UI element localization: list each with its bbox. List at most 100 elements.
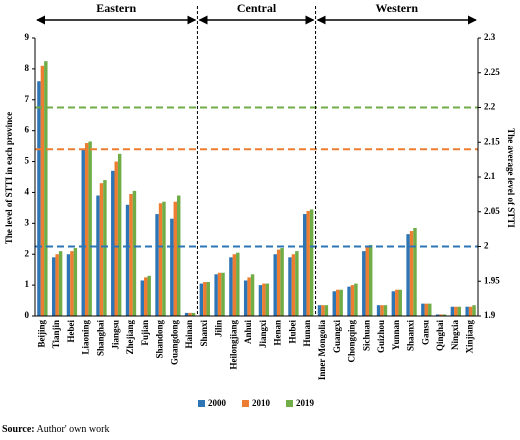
x-tick-label: Ningxia — [450, 320, 460, 351]
bar — [66, 254, 71, 316]
y2-tick-label: 2.05 — [484, 206, 500, 216]
y2-tick-label: 2.25 — [484, 67, 500, 77]
bar — [306, 210, 310, 316]
bar — [191, 312, 196, 316]
bar — [350, 285, 355, 316]
bar — [303, 214, 307, 316]
bar — [332, 291, 336, 316]
y2-axis-label: The average level of STTI — [506, 128, 516, 228]
legend-swatch — [286, 400, 293, 407]
legend-label: 2000 — [208, 398, 227, 408]
bar — [55, 254, 59, 316]
bar — [37, 81, 41, 316]
y-tick-label: 4 — [25, 187, 30, 197]
bar — [380, 305, 384, 316]
y-tick-label: 3 — [25, 217, 30, 227]
y-tick-label: 8 — [25, 63, 30, 73]
bar — [368, 244, 373, 316]
bar — [365, 246, 369, 316]
bar — [354, 283, 358, 316]
bar — [99, 183, 104, 316]
bar — [44, 61, 48, 316]
bar — [424, 303, 429, 316]
bar — [265, 283, 270, 316]
bar — [229, 257, 233, 316]
y-tick-label: 2 — [25, 248, 30, 258]
bar — [58, 251, 63, 316]
bar — [339, 289, 343, 316]
y2-tick-label: 2.15 — [484, 136, 500, 146]
bar — [236, 252, 240, 316]
bar — [324, 305, 329, 316]
bar — [73, 248, 78, 316]
x-tick-label: Guangdong — [169, 320, 179, 366]
x-tick-label: Tianjin — [51, 320, 61, 348]
bar — [335, 289, 340, 316]
bar — [132, 190, 137, 316]
x-tick-label: Beijing — [36, 320, 46, 348]
x-tick-label: Shandong — [155, 320, 165, 359]
bar — [450, 306, 455, 316]
bar — [221, 272, 225, 316]
legend-swatch — [198, 400, 205, 407]
legend-label: 2010 — [252, 398, 271, 408]
x-tick-label: Heilongjiang — [228, 320, 238, 370]
bar — [103, 180, 107, 316]
bar — [247, 277, 251, 316]
bar — [147, 275, 151, 316]
bar — [199, 283, 204, 316]
x-tick-label: Inner Mongolia — [317, 320, 327, 381]
x-tick-label: Fujian — [140, 320, 150, 346]
bar — [273, 254, 277, 316]
bar — [125, 204, 130, 316]
y-axis-label: The level of STTI in each province — [4, 112, 14, 244]
bar — [155, 214, 159, 316]
x-tick-label: Shanxi — [199, 320, 209, 347]
bar — [214, 274, 218, 316]
bar — [114, 161, 118, 316]
bar — [435, 314, 440, 316]
bar — [395, 289, 399, 316]
y2-tick-label: 2.1 — [484, 171, 496, 181]
x-tick-label: Guangxi — [332, 320, 342, 354]
x-tick-label: Hebei — [66, 320, 76, 343]
region-label: Western — [375, 1, 418, 15]
y-tick-label: 5 — [25, 156, 30, 166]
bar — [206, 282, 210, 316]
source-text: Author' own work — [37, 424, 110, 435]
bar — [88, 141, 92, 316]
bar — [347, 286, 351, 316]
bar — [243, 280, 248, 316]
bar — [383, 305, 388, 316]
x-tick-label: Gansu — [420, 320, 430, 345]
bar — [144, 277, 148, 316]
region-label: Eastern — [96, 1, 136, 15]
bar — [276, 249, 281, 316]
y-tick-label: 6 — [25, 125, 30, 135]
bar — [188, 312, 192, 316]
source-label: Source: — [2, 424, 35, 435]
x-tick-label: Qinghai — [435, 320, 445, 352]
source: Source: Author' own work — [2, 424, 109, 435]
bar — [40, 65, 45, 316]
bar — [280, 248, 284, 316]
bar — [317, 305, 322, 316]
y2-tick-label: 1.95 — [484, 275, 500, 285]
bar — [177, 195, 181, 316]
x-tick-label: Hainan — [184, 320, 194, 349]
bar — [140, 280, 145, 316]
bar — [409, 231, 414, 316]
bar — [288, 257, 292, 316]
bar — [250, 274, 255, 316]
bar — [406, 234, 410, 316]
legend-label: 2019 — [296, 398, 315, 408]
bar — [84, 143, 89, 316]
region-label: Central — [237, 1, 277, 15]
bar — [291, 254, 296, 316]
bar — [454, 306, 458, 316]
bar — [111, 170, 115, 316]
y2-tick-label: 2.2 — [484, 102, 496, 112]
legend-swatch — [242, 400, 249, 407]
y2-tick-label: 2.3 — [484, 32, 496, 42]
